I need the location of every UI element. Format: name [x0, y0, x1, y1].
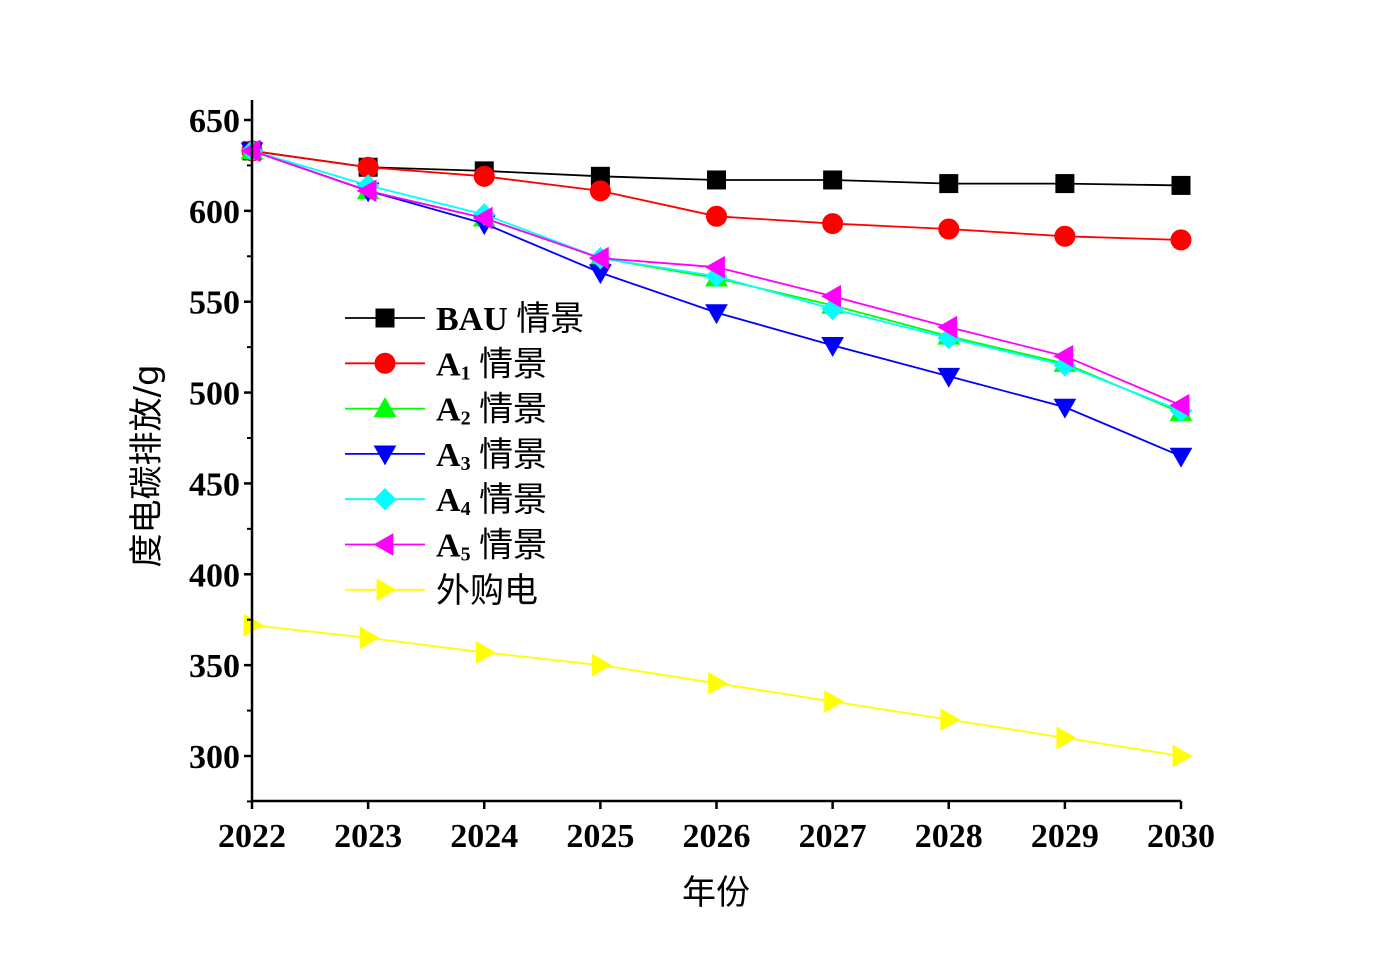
- x-tick-label: 2026: [683, 818, 751, 855]
- x-tick-label: 2027: [799, 818, 867, 855]
- x-tick-label: 2024: [450, 818, 518, 855]
- legend-label: A4 情景: [436, 480, 547, 520]
- x-tick-label: 2030: [1147, 818, 1215, 855]
- legend-label: A2 情景: [436, 390, 547, 430]
- data-point: [706, 205, 727, 227]
- data-point: [472, 206, 493, 230]
- y-tick-label: 300: [189, 739, 240, 776]
- legend-marker: [374, 352, 396, 374]
- legend-entry: A4 情景: [345, 480, 547, 520]
- data-point: [821, 284, 841, 308]
- legend-label: 外购电: [436, 571, 538, 611]
- data-point: [707, 170, 726, 190]
- data-point: [824, 690, 845, 713]
- legend-label: A5 情景: [436, 526, 547, 566]
- data-point: [475, 641, 496, 664]
- data-point: [937, 315, 958, 339]
- legend-label: A1 情景: [436, 344, 547, 384]
- legend-entry: A5 情景: [345, 526, 547, 566]
- data-point: [823, 170, 843, 190]
- data-point: [243, 613, 264, 637]
- legend-label: BAU 情景: [436, 299, 584, 339]
- data-point: [589, 180, 611, 202]
- legend-entry: 外购电: [345, 571, 538, 611]
- data-point: [708, 671, 729, 695]
- series-7: [243, 613, 1193, 768]
- legend-marker: [373, 397, 397, 417]
- series-6: [240, 139, 1190, 417]
- y-tick-label: 350: [189, 648, 240, 685]
- data-point: [1171, 175, 1191, 195]
- y-tick-label: 650: [189, 103, 240, 140]
- x-axis-title: 年份: [682, 873, 750, 913]
- data-point: [1053, 398, 1077, 419]
- legend-marker: [373, 445, 397, 466]
- y-axis-title: 度电碳排放/g: [127, 364, 167, 567]
- data-point: [240, 139, 261, 163]
- data-point: [473, 165, 495, 187]
- data-point: [1169, 447, 1193, 468]
- data-point: [588, 246, 609, 270]
- data-point: [1055, 174, 1075, 194]
- data-point: [1170, 229, 1192, 251]
- plot-area: [240, 139, 1193, 768]
- legend-entry: A3 情景: [345, 435, 547, 475]
- data-point: [1053, 344, 1074, 368]
- data-point: [1054, 225, 1076, 247]
- legend-marker: [375, 308, 395, 328]
- x-tick-label: 2028: [915, 818, 983, 855]
- data-point: [940, 708, 961, 732]
- y-tick-label: 600: [189, 194, 240, 231]
- y-tick-label: 500: [189, 376, 240, 413]
- data-point: [1172, 744, 1193, 768]
- data-point: [938, 218, 960, 240]
- data-point: [592, 653, 612, 677]
- data-point: [1169, 393, 1190, 417]
- y-tick-label: 450: [189, 466, 240, 503]
- legend-entry: A1 情景: [345, 344, 547, 384]
- series-4: [240, 142, 1193, 468]
- data-point: [1056, 726, 1077, 750]
- data-point: [822, 213, 844, 235]
- data-point: [937, 367, 961, 388]
- y-tick-label: 550: [189, 285, 240, 322]
- data-point: [705, 304, 728, 325]
- x-tick-label: 2025: [566, 818, 634, 855]
- series-line: [251, 624, 1182, 757]
- x-tick-label: 2029: [1031, 818, 1099, 855]
- y-tick-label: 400: [189, 557, 240, 594]
- axes: 300 350 400 450 500 550 600 650 2022 2023 2024 2025…: [189, 100, 1215, 855]
- legend-entry: A2 情景: [345, 390, 547, 430]
- data-point: [704, 255, 725, 279]
- legend-marker: [373, 533, 394, 556]
- data-point: [939, 174, 959, 194]
- legend-marker: [376, 578, 397, 602]
- data-point: [356, 179, 377, 203]
- x-tick-label: 2023: [334, 818, 402, 855]
- x-tick-label: 2022: [218, 818, 286, 855]
- legend-label: A3 情景: [436, 435, 547, 475]
- legend-entry: BAU 情景: [345, 299, 584, 339]
- data-point: [359, 626, 380, 650]
- data-point: [821, 336, 844, 357]
- legend-marker: [373, 487, 397, 511]
